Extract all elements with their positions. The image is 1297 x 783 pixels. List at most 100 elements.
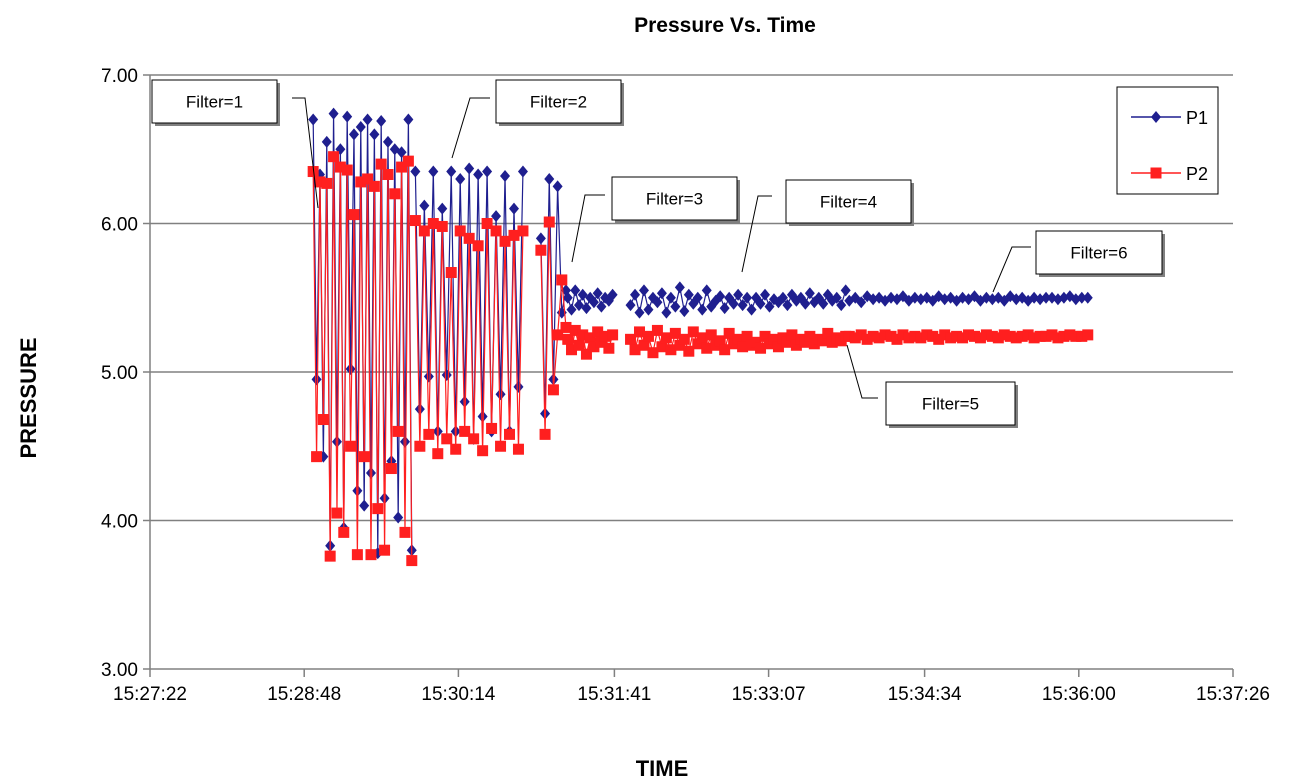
- p2-point: [683, 345, 695, 357]
- p1-point: [670, 300, 681, 313]
- axes: 3.00 4.00 5.00 6.00 7.00 15:27:22 15:28:48 15:3…: [101, 66, 1270, 705]
- p1-point: [665, 291, 676, 304]
- p2-point: [584, 332, 596, 344]
- p2-point: [385, 463, 397, 475]
- p2-point: [781, 336, 793, 348]
- p2-point: [368, 180, 380, 192]
- p2-point: [974, 332, 986, 344]
- p2-point: [341, 164, 353, 176]
- p2-point: [804, 330, 816, 342]
- p2-point: [705, 329, 717, 341]
- p1-point: [459, 395, 470, 408]
- annotation-label: Filter=2: [530, 93, 587, 112]
- p2-point: [512, 443, 524, 455]
- p2-point: [1150, 167, 1162, 179]
- p2-point: [634, 326, 646, 338]
- p2-point: [963, 329, 975, 341]
- p1-point: [495, 388, 506, 401]
- p2-point: [566, 344, 578, 356]
- p1-point: [715, 290, 726, 303]
- p1-point: [414, 403, 425, 416]
- p1-point: [517, 165, 528, 178]
- p1-point: [697, 303, 708, 316]
- annotation-box: [151, 79, 278, 124]
- p1-point: [437, 202, 448, 215]
- p1-point: [652, 296, 663, 309]
- p2-point: [432, 448, 444, 460]
- p2-point: [569, 324, 581, 336]
- series: [307, 107, 1094, 567]
- p2-point: [552, 329, 564, 341]
- p2-point: [927, 330, 939, 342]
- p2-series-points: [307, 151, 1094, 567]
- p2-point: [980, 329, 992, 341]
- p2-point: [873, 332, 885, 344]
- p1-point: [500, 169, 511, 182]
- annotation-filter-5: Filter=5: [846, 344, 1018, 428]
- p1-point: [840, 284, 851, 297]
- p1-point: [625, 299, 636, 312]
- p1-point: [674, 281, 685, 294]
- p1-point: [800, 297, 811, 310]
- p2-point: [406, 555, 418, 567]
- p2-point: [817, 335, 829, 347]
- p1-point: [359, 499, 370, 512]
- p2-point: [463, 232, 475, 244]
- p2-point: [909, 330, 921, 342]
- annotation-label: Filter=4: [820, 193, 877, 212]
- p2-point: [508, 229, 520, 241]
- p2-point: [656, 341, 668, 353]
- p1-point: [446, 165, 457, 178]
- annotation-label: Filter=3: [646, 190, 703, 209]
- annotation-filter-3: Filter=3: [571, 176, 740, 263]
- p1-point: [638, 284, 649, 297]
- p2-point: [1064, 329, 1076, 341]
- p2-point: [799, 336, 811, 348]
- p2-point: [445, 267, 457, 279]
- p2-point: [822, 327, 834, 339]
- p2-series: [307, 151, 1094, 567]
- p2-point: [307, 166, 319, 178]
- p2-point: [992, 332, 1004, 344]
- p1-point: [362, 113, 373, 126]
- p2-point: [351, 549, 363, 561]
- p1-point: [746, 303, 757, 316]
- p1-point: [382, 135, 393, 148]
- p2-point: [324, 550, 336, 562]
- annotation-leader: [992, 246, 1031, 293]
- p2-point: [365, 549, 377, 561]
- p2-point: [1028, 332, 1040, 344]
- p1-point: [804, 287, 815, 300]
- x-tick-label: 15:37:26: [1196, 684, 1270, 705]
- p2-point: [454, 225, 466, 237]
- p2-point: [334, 161, 346, 173]
- p2-point: [885, 330, 897, 342]
- p2-point: [933, 333, 945, 345]
- p1-point: [464, 162, 475, 175]
- p2-point: [915, 332, 927, 344]
- p1-series-points: [308, 107, 1093, 560]
- p2-point: [372, 503, 384, 515]
- p2-point: [592, 326, 604, 338]
- p1-point: [491, 210, 502, 223]
- legend-label: P2: [1186, 164, 1208, 184]
- p2-point: [651, 324, 663, 336]
- p1-point: [455, 172, 466, 185]
- annotation-label: Filter=6: [1070, 244, 1127, 263]
- p2-point: [375, 158, 387, 170]
- p1-point: [355, 120, 366, 133]
- chart-title: Pressure Vs. Time: [634, 14, 816, 37]
- legend: P1 P2: [1116, 86, 1219, 195]
- p2-point: [897, 329, 909, 341]
- p2-point: [459, 425, 471, 437]
- p2-point: [504, 428, 516, 440]
- legend-item-p1: P1: [1131, 108, 1208, 128]
- p2-point: [499, 235, 511, 247]
- p2-point: [603, 342, 615, 354]
- annotation-box: [611, 176, 738, 221]
- p1-point: [661, 306, 672, 319]
- p2-point: [701, 342, 713, 354]
- p2-point: [427, 218, 439, 229]
- p1-point: [643, 303, 654, 316]
